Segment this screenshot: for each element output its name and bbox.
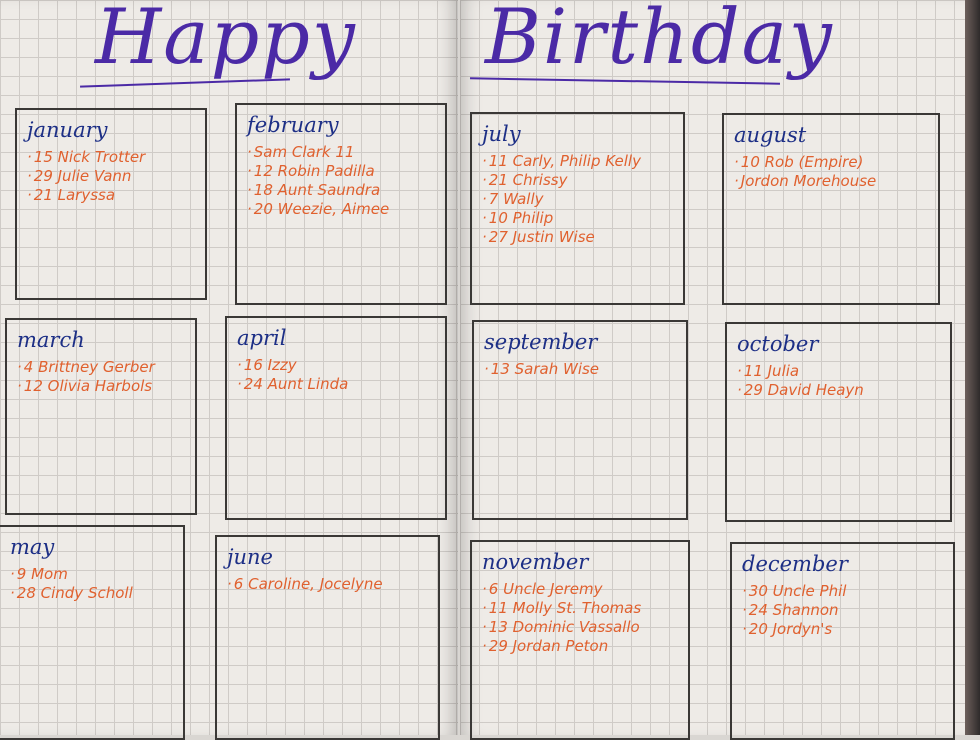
birthday-entry: 12 Olivia Harbols: [17, 377, 185, 396]
month-box-july: july 11 Carly, Philip Kelly21 Chrissy7 Wa…: [470, 112, 685, 305]
birthday-entry: 12 Robin Padilla: [247, 162, 435, 181]
birthday-entry: 6 Caroline, Jocelyne: [227, 575, 428, 594]
birthday-entry: 28 Cindy Scholl: [10, 584, 173, 603]
month-box-june: june 6 Caroline, Jocelyne: [215, 535, 440, 740]
month-name: january: [27, 118, 108, 142]
month-box-march: march 4 Brittney Gerber12 Olivia Harbols: [5, 318, 197, 515]
birthday-entry: 27 Justin Wise: [482, 228, 673, 247]
birthday-entry: 18 Aunt Saundra: [247, 181, 435, 200]
birthday-entry: 24 Aunt Linda: [237, 375, 435, 394]
birthday-entry: 10 Philip: [482, 209, 673, 228]
birthday-entry: 15 Nick Trotter: [27, 148, 195, 167]
month-box-october: october 11 Julia29 David Heayn: [725, 322, 952, 522]
month-name: february: [247, 113, 339, 137]
month-name: august: [734, 123, 807, 147]
birthday-entry: 11 Molly St. Thomas: [482, 599, 678, 618]
birthday-entry: 29 David Heayn: [737, 381, 940, 400]
month-box-september: september 13 Sarah Wise: [472, 320, 688, 520]
birthday-entry: Sam Clark 11: [247, 143, 435, 162]
month-name: april: [237, 326, 287, 350]
month-box-may: may 9 Mom28 Cindy Scholl: [0, 525, 185, 740]
month-name: july: [482, 122, 521, 146]
month-name: december: [742, 552, 848, 576]
month-name: june: [227, 545, 273, 569]
birthday-entry: 21 Chrissy: [482, 171, 673, 190]
birthday-entry: 24 Shannon: [742, 601, 943, 620]
month-name: september: [484, 330, 598, 354]
month-box-august: august 10 Rob (Empire)Jordon Morehouse: [722, 113, 940, 305]
month-box-december: december 30 Uncle Phil24 Shannon20 Jordyn…: [730, 542, 955, 740]
title-birthday: Birthday: [485, 0, 834, 81]
birthday-entry: 21 Laryssa: [27, 186, 195, 205]
month-name: may: [10, 535, 55, 559]
birthday-entry: 11 Carly, Philip Kelly: [482, 152, 673, 171]
month-name: march: [17, 328, 85, 352]
birthday-entry: 16 Izzy: [237, 356, 435, 375]
birthday-entry: 30 Uncle Phil: [742, 582, 943, 601]
month-name: october: [737, 332, 819, 356]
title-happy: Happy: [95, 0, 357, 81]
birthday-entry: Jordon Morehouse: [734, 172, 928, 191]
birthday-entry: 11 Julia: [737, 362, 940, 381]
birthday-entry: 7 Wally: [482, 190, 673, 209]
birthday-entry: 29 Jordan Peton: [482, 637, 678, 656]
birthday-entry: 13 Dominic Vassallo: [482, 618, 678, 637]
birthday-entry: 6 Uncle Jeremy: [482, 580, 678, 599]
month-box-april: april 16 Izzy24 Aunt Linda: [225, 316, 447, 520]
month-box-february: february Sam Clark 1112 Robin Padilla18 A…: [235, 103, 447, 305]
birthday-entry: 13 Sarah Wise: [484, 360, 676, 379]
month-name: november: [482, 550, 589, 574]
birthday-entry: 29 Julie Vann: [27, 167, 195, 186]
birthday-entry: 9 Mom: [10, 565, 173, 584]
month-box-january: january 15 Nick Trotter29 Julie Vann21 La…: [15, 108, 207, 300]
birthday-entry: 20 Jordyn's: [742, 620, 943, 639]
birthday-entry: 10 Rob (Empire): [734, 153, 928, 172]
birthday-entry: 4 Brittney Gerber: [17, 358, 185, 377]
birthday-entry: 20 Weezie, Aimee: [247, 200, 435, 219]
notebook-edge: [965, 0, 980, 735]
month-box-november: november 6 Uncle Jeremy11 Molly St. Thoma…: [470, 540, 690, 740]
